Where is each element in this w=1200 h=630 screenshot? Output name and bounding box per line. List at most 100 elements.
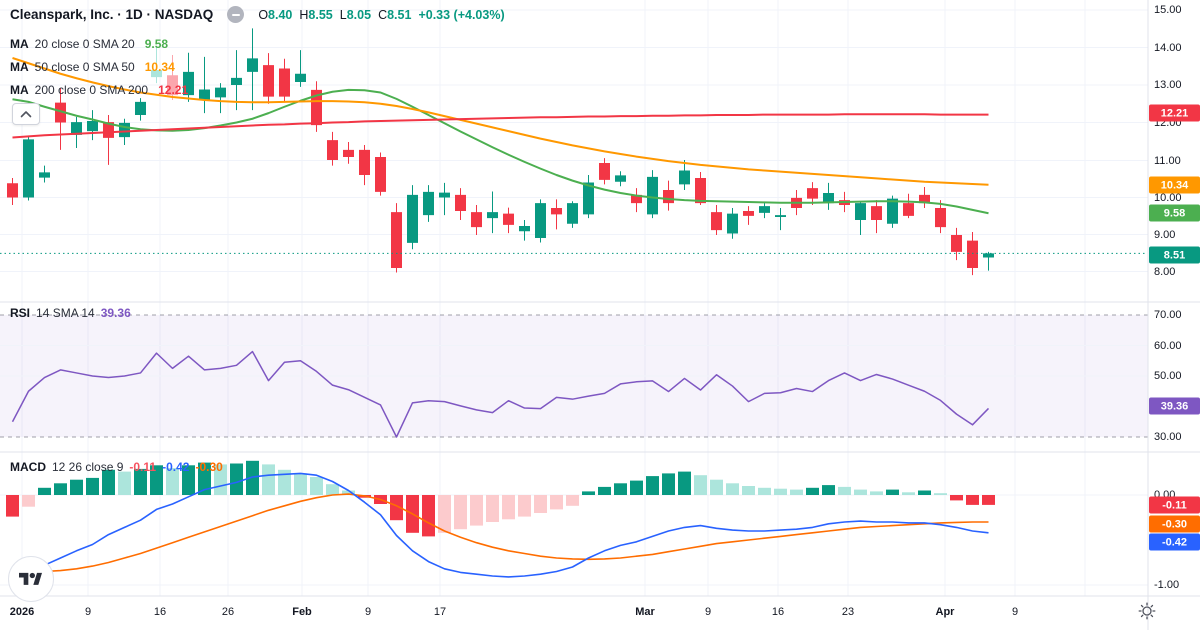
macd-hist-value: -0.11 — [129, 460, 157, 474]
time-tick-label: 2026 — [9, 606, 35, 618]
open-value: 8.40 — [268, 7, 293, 22]
minus-glyph — [231, 13, 240, 16]
candle-body — [663, 190, 674, 204]
candle-body — [263, 65, 274, 97]
candle-body — [23, 139, 34, 198]
symbol-header: Cleanspark, Inc. · 1D · NASDAQ O8.40 H8.… — [10, 6, 505, 23]
candle-body — [247, 58, 258, 72]
macd-histogram-bar — [742, 486, 755, 495]
macd-histogram-bar — [550, 495, 563, 510]
macd-histogram-bar — [966, 495, 979, 505]
legend-row-ma50[interactable]: MA 50 close 0 SMA 50 10.34 — [10, 55, 188, 78]
macd-histogram-bar — [806, 487, 819, 495]
macd-histogram-bar — [310, 477, 323, 495]
candle-body — [871, 206, 882, 220]
time-tick-label: 16 — [771, 606, 785, 618]
macd-histogram-bar — [486, 495, 499, 522]
collapse-legend-button[interactable] — [12, 103, 40, 125]
macd-histogram-bar — [774, 488, 787, 495]
scale-tick-label: 50.00 — [1154, 370, 1182, 382]
macd-histogram-bar — [182, 465, 195, 495]
ma20-value: 9.58 — [144, 36, 169, 51]
macd-histogram-bar — [262, 464, 275, 495]
candle-body — [711, 212, 722, 231]
macd-histogram-bar — [870, 491, 883, 495]
price-badge: 39.36 — [1149, 397, 1200, 415]
scale-tick-label: -1.00 — [1154, 579, 1180, 591]
time-tick-label: 23 — [841, 606, 855, 618]
macd-histogram-bar — [326, 484, 339, 495]
scale-tick-label: 30.00 — [1154, 431, 1182, 443]
candle-body — [519, 226, 530, 232]
candle-body — [391, 212, 402, 268]
scale-tick-label: 15.00 — [1154, 4, 1182, 16]
time-tick-label: 9 — [704, 606, 712, 618]
rsi-name: RSI — [10, 306, 31, 320]
price-badge: -0.30 — [1149, 515, 1200, 533]
candle-body — [295, 73, 306, 82]
candle-body — [743, 211, 754, 216]
time-scale[interactable] — [0, 596, 1148, 630]
macd-histogram-bar — [246, 460, 259, 495]
macd-histogram-bar — [982, 495, 995, 505]
chevron-up-icon — [20, 111, 32, 118]
macd-histogram-bar — [198, 462, 211, 495]
macd-histogram-bar — [230, 463, 243, 495]
candle-body — [503, 213, 514, 225]
candle-body — [487, 212, 498, 219]
candle-body — [407, 194, 418, 243]
time-tick-label: Apr — [935, 606, 955, 618]
legend-row-ma20[interactable]: MA 20 close 0 SMA 20 9.58 — [10, 32, 188, 55]
candle-body — [359, 149, 370, 175]
minus-circle-icon[interactable] — [227, 6, 245, 23]
candle-body — [535, 203, 546, 238]
candle-body — [311, 89, 322, 126]
macd-histogram-bar — [534, 495, 547, 513]
macd-histogram-bar — [6, 495, 19, 517]
macd-signal-line — [12, 493, 989, 573]
tradingview-logo[interactable] — [8, 556, 54, 602]
indicator-legend: MA 20 close 0 SMA 20 9.58 MA 50 close 0 … — [10, 32, 188, 101]
macd-legend[interactable]: MACD 12 26 close 9 -0.11 -0.42 -0.30 — [10, 460, 223, 474]
scale-tick-label: 70.00 — [1154, 309, 1182, 321]
ma20-name: MA — [10, 36, 29, 51]
macd-histogram-bar — [38, 487, 51, 495]
candle-body — [631, 194, 642, 204]
candle-body — [471, 212, 482, 228]
macd-histogram-bar — [134, 468, 147, 495]
candle-body — [647, 176, 658, 215]
time-tick-label: 9 — [84, 606, 92, 618]
time-tick-label: 9 — [364, 606, 372, 618]
ma200-value: 12.21 — [158, 82, 189, 97]
macd-histogram-bar — [294, 473, 307, 495]
symbol-title[interactable]: Cleanspark, Inc. · 1D · NASDAQ — [10, 7, 214, 22]
macd-histogram-bar — [822, 485, 835, 495]
macd-histogram-bar — [502, 495, 515, 520]
close-value: 8.51 — [387, 7, 412, 22]
candle-body — [39, 172, 50, 178]
candle-body — [855, 203, 866, 220]
candle-body — [887, 198, 898, 224]
macd-histogram-bar — [518, 495, 531, 517]
macd-params: 12 26 close 9 — [52, 460, 124, 474]
ohlc-readout: O8.40 H8.55 L8.05 C8.51 +0.33 (+4.03%) — [258, 8, 504, 22]
macd-histogram-bar — [918, 490, 931, 495]
macd-histogram-bar — [102, 469, 115, 495]
macd-histogram-bar — [710, 479, 723, 495]
macd-histogram-bar — [646, 476, 659, 495]
sun-icon[interactable] — [1136, 600, 1158, 622]
scale-tick-label: 8.00 — [1154, 265, 1176, 278]
sma50-line — [12, 57, 989, 186]
macd-histogram-bar — [662, 473, 675, 495]
time-tick-label: 26 — [221, 606, 235, 618]
legend-row-ma200[interactable]: MA 200 close 0 SMA 200 12.21 — [10, 78, 188, 101]
ma200-name: MA — [10, 82, 29, 97]
macd-histogram-bar — [726, 483, 739, 495]
rsi-value: 39.36 — [100, 306, 131, 320]
candle-body — [231, 77, 242, 85]
price-badge: 10.34 — [1149, 176, 1200, 194]
rsi-legend[interactable]: RSI 14 SMA 14 39.36 — [10, 306, 131, 320]
candle-body — [423, 191, 434, 216]
